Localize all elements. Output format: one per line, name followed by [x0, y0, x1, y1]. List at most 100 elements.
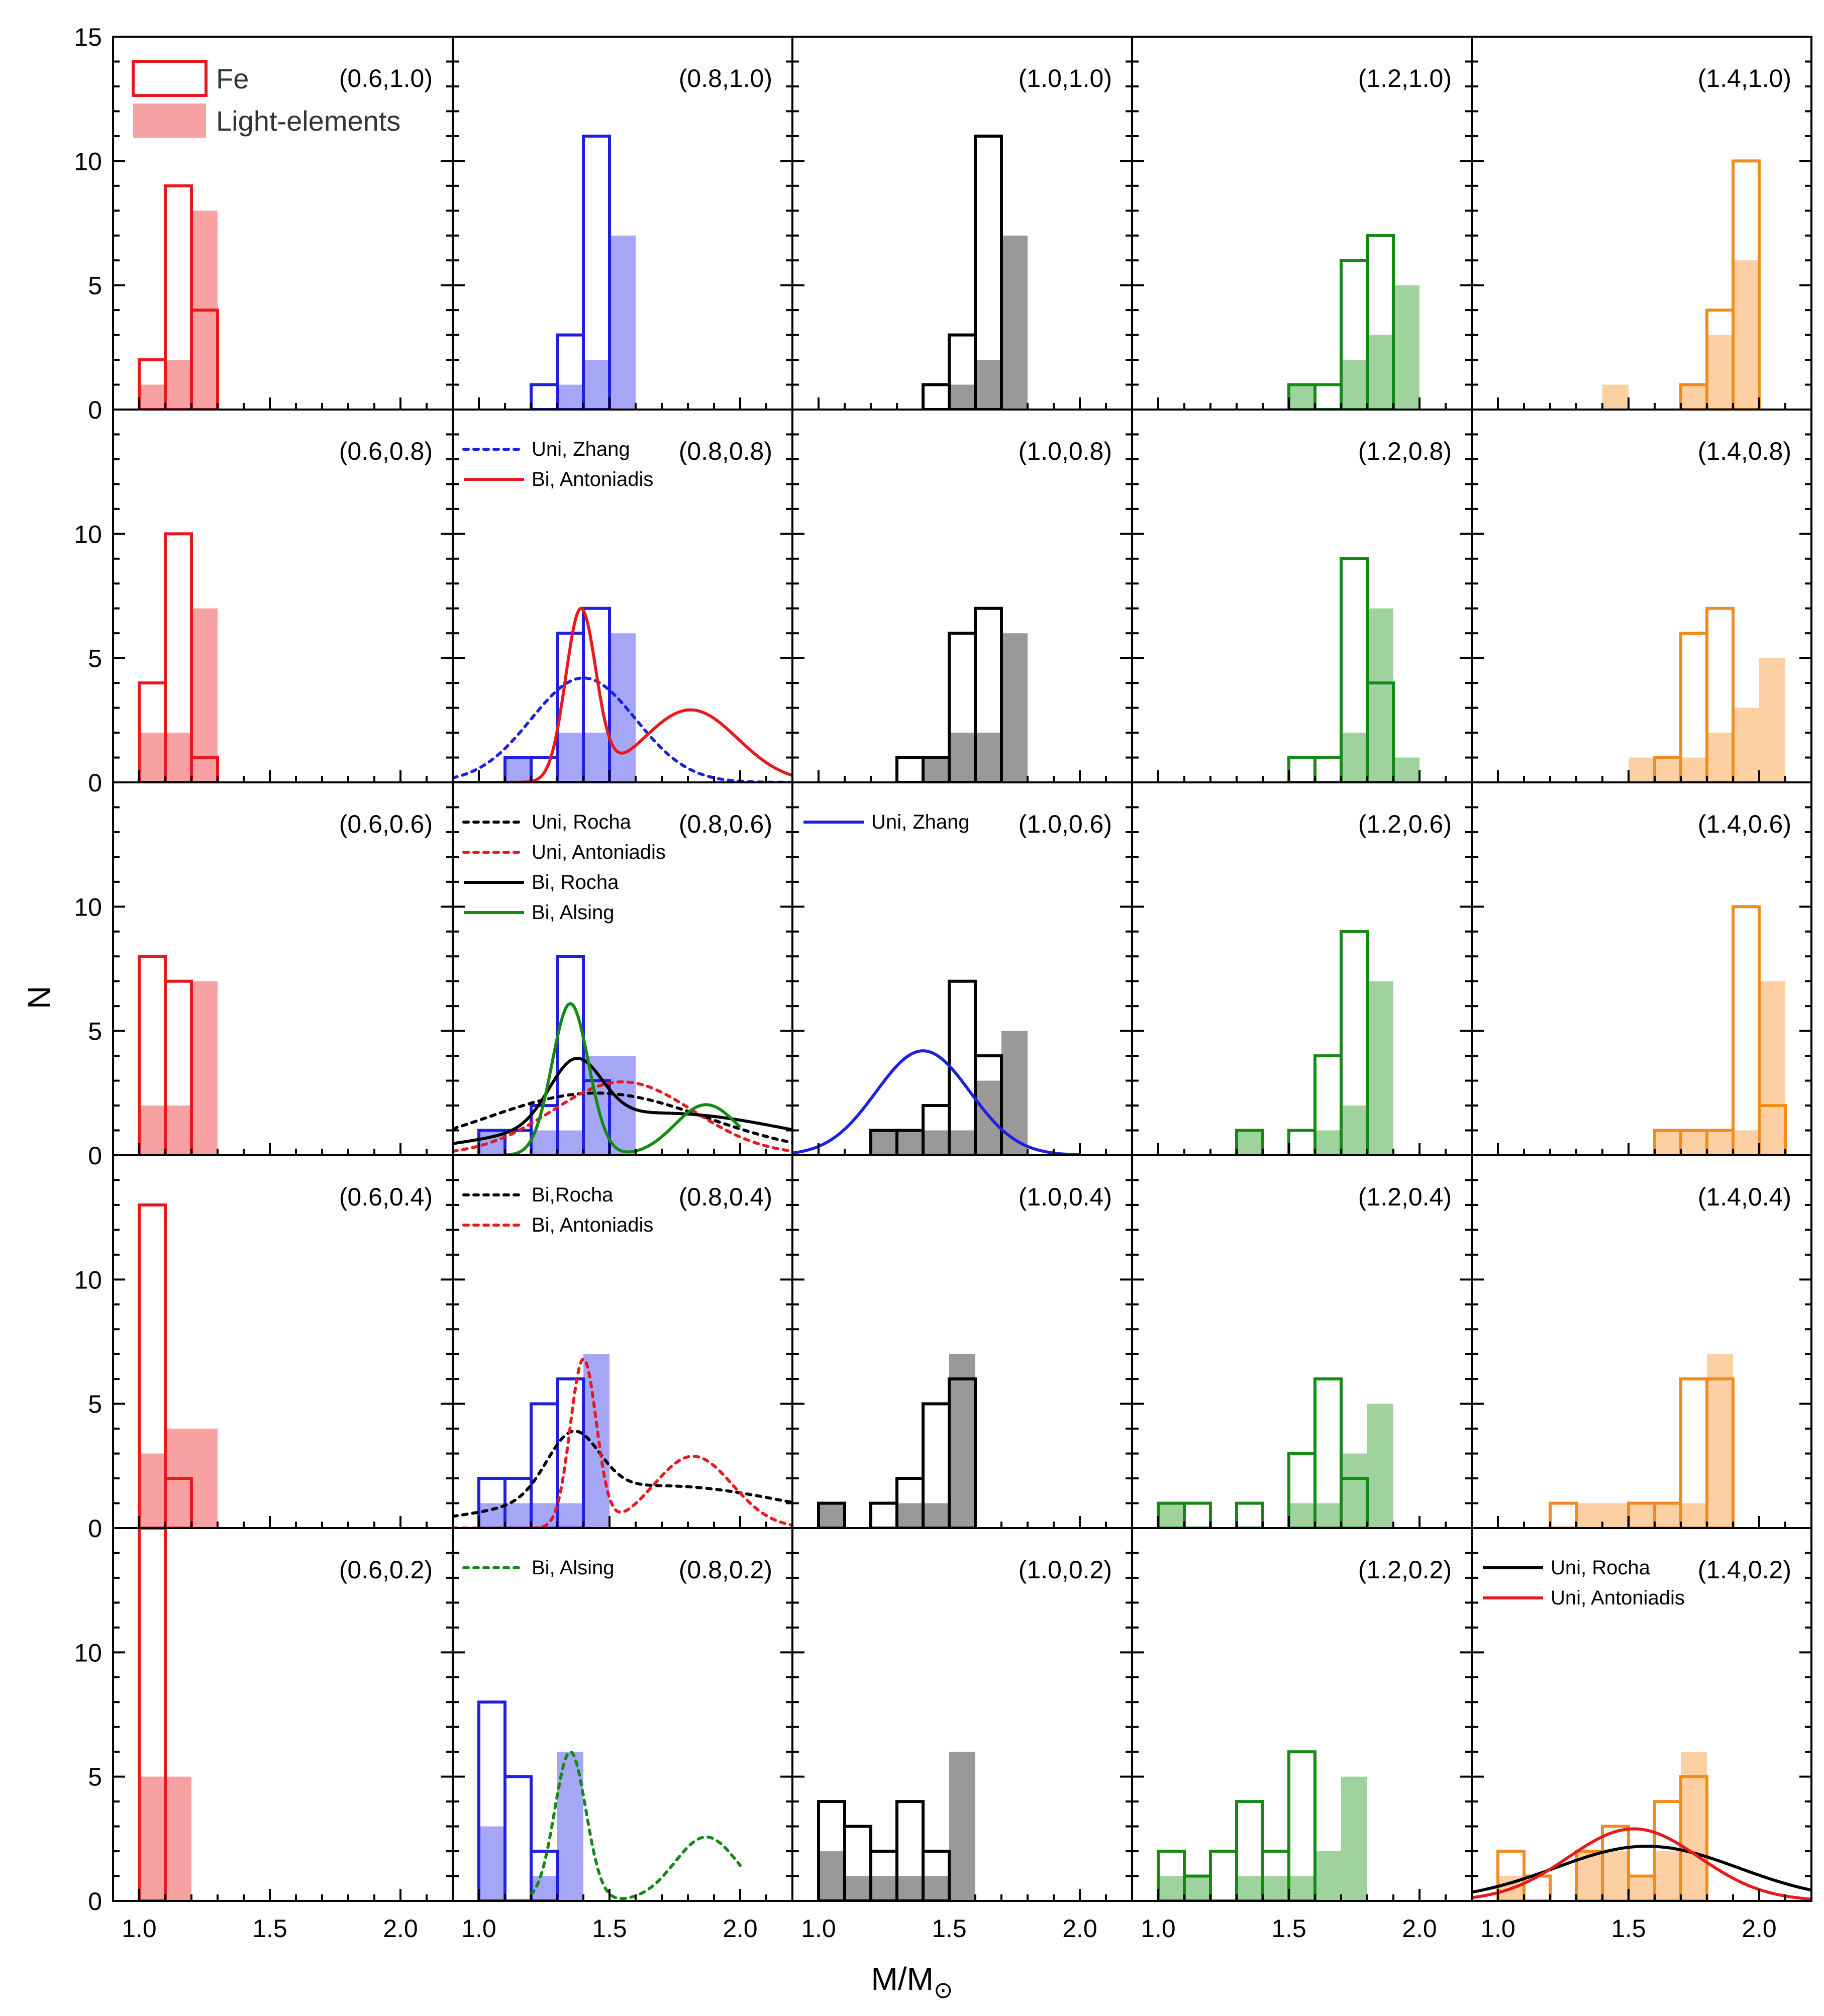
- fit-curve: [453, 1091, 792, 1144]
- fe-bar: [1287, 1129, 1316, 1155]
- light-bar: [139, 1453, 165, 1528]
- panel-label: (0.6,0.6): [339, 810, 433, 838]
- panel-080-4: [453, 1354, 792, 1528]
- x-axis-title-sub: ⊙: [934, 1977, 953, 2003]
- fe-bar: [138, 1203, 167, 1528]
- light-bar: [1707, 1354, 1733, 1528]
- panel-060-2: [138, 1528, 191, 1901]
- light-bar: [1263, 1876, 1289, 1901]
- panel-140-8: [1629, 607, 1785, 782]
- fe-bar: [1313, 756, 1343, 782]
- panel-label: (1.4,0.2): [1698, 1556, 1791, 1584]
- panel-label: (0.8,0.8): [679, 437, 772, 465]
- light-bar: [1733, 1130, 1759, 1155]
- legend-entry-label: Uni, Antoniadis: [1551, 1587, 1685, 1609]
- legend-entry-label: Uni, Rocha: [1551, 1557, 1651, 1579]
- fe-bar: [1235, 1501, 1264, 1528]
- panel-081-0: [530, 134, 636, 410]
- light-bar: [479, 1503, 505, 1528]
- light-bar: [1655, 1851, 1681, 1901]
- panel-120-6: [1235, 930, 1393, 1155]
- fit-curve: [453, 1357, 792, 1528]
- panel-100-6: [792, 979, 1080, 1155]
- light-bar: [1602, 1503, 1629, 1528]
- light-bar: [610, 633, 636, 782]
- panel-label: (1.4,0.6): [1698, 810, 1791, 838]
- fe-bar: [1366, 234, 1395, 410]
- light-bar: [191, 1429, 218, 1528]
- panel-label: (1.2,0.4): [1358, 1183, 1452, 1211]
- light-bar: [871, 1130, 897, 1155]
- x-tick-label: 1.0: [1141, 1914, 1176, 1943]
- panel-label: (0.6,0.8): [339, 437, 433, 465]
- light-bar: [1315, 1503, 1341, 1528]
- light-bar: [165, 1776, 191, 1901]
- panel-label: (0.8,1.0): [679, 64, 772, 92]
- light-bar: [1289, 384, 1315, 410]
- x-tick-label: 1.5: [1271, 1914, 1306, 1943]
- panel-141-0: [1602, 159, 1761, 410]
- light-bar: [897, 1876, 923, 1901]
- panel-plot-area: [1629, 607, 1785, 782]
- panel-plot-area: [138, 1203, 218, 1528]
- y-tick-label: 5: [88, 1018, 102, 1046]
- light-bar: [1237, 1130, 1263, 1155]
- fe-bar: [1313, 383, 1343, 410]
- light-bar: [1289, 1876, 1315, 1901]
- panel-100-8: [895, 607, 1028, 782]
- light-bar: [505, 757, 531, 782]
- light-bar: [1602, 1851, 1629, 1901]
- light-bar: [923, 1876, 949, 1901]
- panel-080-6: [453, 955, 792, 1155]
- y-tick-label: 5: [88, 1763, 102, 1791]
- panel-plot-area: [1157, 1750, 1367, 1901]
- fe-bar: [1340, 930, 1369, 1155]
- light-bar: [191, 981, 218, 1155]
- panel-plot-area: [1472, 1752, 1811, 1901]
- light-bar: [949, 384, 975, 410]
- panel-101-0: [922, 134, 1028, 410]
- light-bar: [949, 1752, 975, 1901]
- light-bar: [1759, 658, 1785, 782]
- fe-bar: [1209, 1850, 1238, 1901]
- x-tick-label: 1.0: [461, 1914, 496, 1943]
- light-bar: [923, 1130, 949, 1155]
- fe-bar: [1523, 1874, 1552, 1901]
- panel-121-0: [1287, 234, 1420, 410]
- y-axis-title: N: [21, 986, 57, 1009]
- light-bar: [1629, 1876, 1655, 1901]
- panel-plot-area: [138, 1528, 191, 1901]
- light-bar: [1707, 335, 1733, 410]
- fit-curve: [1472, 1827, 1811, 1901]
- x-tick-label: 2.0: [1062, 1914, 1097, 1943]
- panel-080-2: [477, 1700, 742, 1901]
- light-bar: [165, 733, 191, 782]
- panel-plot-area: [1287, 557, 1420, 782]
- fe-bar: [1235, 1129, 1264, 1155]
- panel-plot-area: [453, 955, 792, 1155]
- light-bar: [1341, 1453, 1367, 1528]
- panel-label: (1.0,0.6): [1019, 810, 1112, 838]
- fit-curve: [1472, 1845, 1811, 1894]
- fit-curve: [453, 1080, 792, 1153]
- y-tick-label: 15: [74, 23, 102, 51]
- panel-080-8: [453, 607, 792, 782]
- fe-bar: [1732, 905, 1761, 1155]
- fe-bar: [582, 134, 611, 410]
- panel-100-4: [817, 1354, 977, 1528]
- panel-140-4: [1549, 1354, 1735, 1528]
- panel-061-0: [138, 184, 219, 410]
- panel-120-8: [1287, 557, 1420, 782]
- y-tick-label: 10: [74, 1639, 102, 1667]
- panel-label: (1.2,0.2): [1358, 1556, 1452, 1584]
- light-bar: [1289, 1503, 1315, 1528]
- y-tick-label: 0: [88, 1887, 102, 1916]
- light-bar: [1602, 384, 1629, 410]
- light-bar: [1707, 733, 1733, 782]
- light-bar: [1367, 1403, 1393, 1528]
- light-bar: [975, 733, 1001, 782]
- fe-bar: [582, 1079, 611, 1155]
- fe-bar: [556, 955, 585, 1155]
- legend-fe-label: Fe: [216, 63, 249, 94]
- light-bar: [949, 1130, 975, 1155]
